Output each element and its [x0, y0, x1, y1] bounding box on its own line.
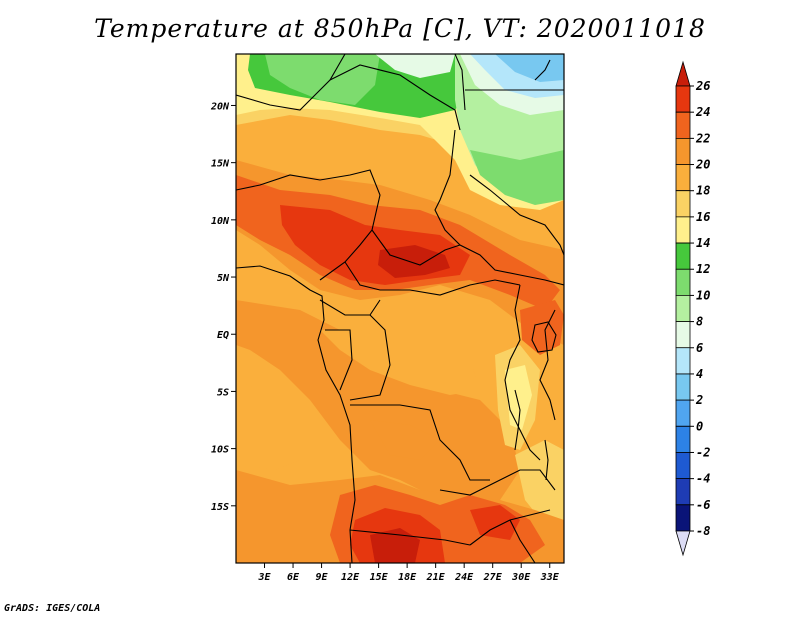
lat-tick-label: 5N — [217, 273, 230, 284]
region-2-4-northeast — [495, 54, 564, 82]
chart-title: Temperature at 850hPa [C], VT: 202001101… — [94, 14, 706, 43]
lon-tick-label: 9E — [316, 572, 329, 583]
lon-tick-label: 33E — [540, 572, 560, 583]
lon-tick-label: 15E — [370, 572, 389, 583]
colorbar-segment — [675, 216, 691, 244]
colorbar-segment — [675, 347, 691, 375]
colorbar-label: 6 — [696, 341, 703, 355]
border-car-drc — [344, 261, 521, 296]
region-10-12-north — [265, 54, 380, 105]
region-20-22-south-interior — [370, 420, 440, 460]
country-borders — [236, 54, 564, 563]
lat-tick-label: 15N — [211, 159, 230, 170]
border-zimbabwe-mozambique — [509, 519, 536, 563]
lon-tick-label: 12E — [341, 572, 360, 583]
border-gabon-congo — [325, 329, 353, 391]
colorbar-label: 2 — [695, 393, 703, 407]
border-angola-namibia — [349, 529, 471, 546]
region-20-22-central — [236, 300, 520, 505]
colorbar-segment — [675, 321, 691, 349]
region-24-26-southeast — [470, 505, 520, 540]
region-6-8-north — [375, 54, 455, 78]
lon-tick-label: 18E — [398, 572, 417, 583]
lat-axis: 20N 15N 10N 5N EQ 5S 10S 15S — [210, 101, 236, 513]
colorbar-label: -8 — [696, 524, 710, 538]
colorbar-triangle-bottom — [675, 530, 691, 557]
colorbar-label: 4 — [696, 367, 703, 381]
lat-tick-label: 10N — [211, 216, 230, 227]
region-18-20-central — [320, 330, 480, 395]
border-niger-nigeria-chad — [236, 169, 381, 281]
colorbar-label: 24 — [695, 105, 710, 119]
colorbar-label: -6 — [696, 498, 710, 512]
border-east-africa — [504, 284, 541, 461]
lon-tick-label: 6E — [287, 572, 300, 583]
colorbar-segment — [675, 295, 691, 322]
lon-tick-label: 24E — [454, 572, 474, 583]
colorbar-segment — [675, 242, 691, 270]
colorbar-segment — [675, 268, 691, 296]
colorbar-label: 8 — [696, 315, 703, 329]
colorbar-segment — [675, 190, 691, 218]
region-gt26-south — [370, 528, 420, 563]
colorbar-label: 12 — [696, 262, 710, 276]
colorbar-label: 18 — [696, 184, 710, 198]
lake-malawi — [544, 439, 549, 481]
lon-axis: 3E 6E 9E 12E 15E 18E 21E 24E 27E 30E 33E — [257, 563, 560, 583]
region-10-12-northeast — [470, 150, 564, 205]
colorbar-label: 0 — [696, 419, 703, 433]
colorbar-segment — [675, 164, 691, 192]
red-sea-coast — [534, 59, 551, 81]
coastline-west-africa — [236, 265, 356, 563]
region-16-18-southeast — [515, 440, 564, 525]
colorbar-segment — [675, 452, 691, 480]
colorbar-segment — [675, 111, 691, 139]
map-frame — [235, 53, 565, 564]
lon-tick-label: 21E — [426, 572, 446, 583]
lat-tick-label: 15S — [211, 502, 229, 513]
border-zambia — [439, 469, 556, 496]
colorbar-segment — [675, 478, 691, 506]
colorbar-label: 10 — [696, 288, 710, 302]
lon-tick-label: 30E — [511, 572, 531, 583]
border-drc-west — [349, 314, 391, 401]
lat-tick-label: EQ — [217, 330, 229, 341]
lake-tanganyika — [514, 389, 521, 451]
colorbar-label: 20 — [695, 158, 710, 172]
colorbar-segment — [675, 373, 691, 401]
colorbar-label: -4 — [696, 472, 710, 486]
colorbar-label: 22 — [695, 131, 710, 145]
lat-tick-label: 10S — [211, 445, 229, 456]
lat-tick-label: 5S — [217, 387, 229, 398]
border-ethiopia — [469, 174, 564, 256]
border-cameroon-congo — [319, 299, 381, 316]
region-gt26-sahel — [378, 245, 450, 278]
colorbar-label: -2 — [696, 445, 710, 459]
lon-tick-label: 3E — [257, 572, 271, 583]
lat-tick-label: 20N — [210, 101, 230, 112]
border-chad-car — [371, 229, 461, 266]
footer-credit: GrADS: IGES/COLA — [4, 603, 101, 614]
colorbar-triangle-top — [675, 60, 691, 87]
border-libya-egypt — [454, 54, 466, 111]
colorbar-segment — [675, 425, 691, 453]
region-18-20-atlantic — [236, 380, 300, 470]
colorbar-label: 16 — [696, 210, 710, 224]
colorbar-segment — [675, 504, 691, 532]
colorbar-segment — [675, 137, 691, 165]
colorbar-label: 26 — [695, 79, 710, 93]
colorbar-label: 14 — [696, 236, 710, 250]
border-kenya-tanzania — [539, 309, 556, 421]
temperature-field — [236, 54, 564, 563]
border-niger-libya — [329, 64, 461, 131]
colorbar-segment — [675, 399, 691, 427]
border-drc-angola — [350, 404, 490, 481]
border-algeria-niger — [236, 54, 346, 111]
lake-victoria — [531, 321, 557, 353]
colorbar-segment — [675, 85, 691, 113]
lon-tick-label: 27E — [483, 572, 503, 583]
